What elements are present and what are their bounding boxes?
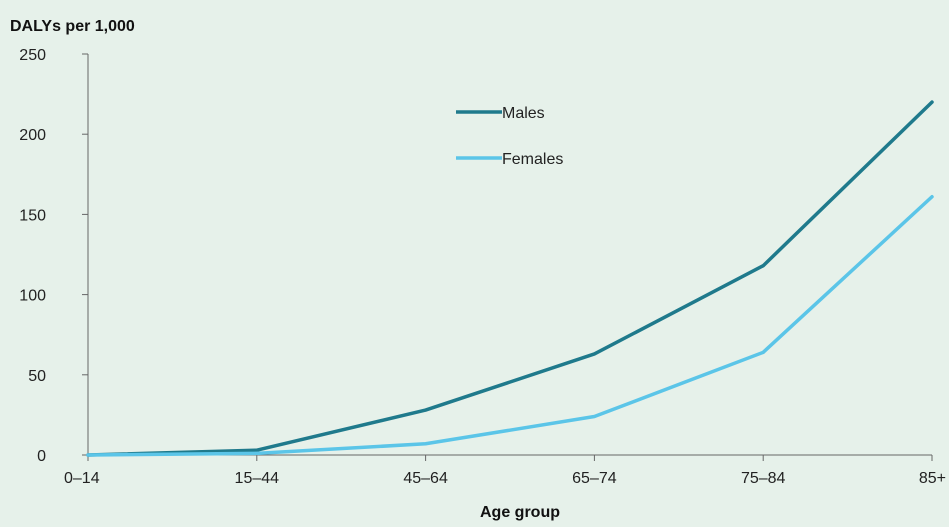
- series-line-males: [86, 100, 934, 457]
- x-axis-title: Age group: [480, 504, 560, 521]
- data-point-females: [592, 415, 596, 419]
- x-tick-label: 0–14: [64, 470, 100, 487]
- y-tick-label: 150: [19, 207, 46, 224]
- data-point-males: [255, 448, 259, 452]
- series-layer: [86, 100, 934, 457]
- y-tick-label: 200: [19, 127, 46, 144]
- y-ticks: 0 50 100 150 200 250: [19, 47, 88, 465]
- data-point-females: [86, 453, 90, 457]
- series-line-females: [86, 195, 934, 457]
- x-tick-label: 85+: [919, 470, 946, 487]
- data-point-females: [255, 451, 259, 455]
- x-tick-label: 75–84: [741, 470, 786, 487]
- y-tick-label: 100: [19, 288, 46, 305]
- data-point-males: [930, 100, 934, 104]
- y-tick-label: 250: [19, 47, 46, 64]
- legend: Males Females: [456, 105, 563, 168]
- data-point-males: [424, 408, 428, 412]
- x-ticks: 0–14 15–44 45–64 65–74 75–84 85+: [64, 455, 946, 487]
- data-point-females: [761, 350, 765, 354]
- data-point-females: [424, 442, 428, 446]
- legend-label-females: Females: [502, 151, 563, 168]
- y-tick-label: 0: [37, 448, 46, 465]
- x-tick-label: 65–74: [572, 470, 617, 487]
- data-point-males: [592, 352, 596, 356]
- legend-label-males: Males: [502, 105, 545, 122]
- data-point-males: [761, 264, 765, 268]
- data-point-females: [930, 195, 934, 199]
- y-tick-label: 50: [28, 368, 46, 385]
- x-tick-label: 45–64: [403, 470, 448, 487]
- y-axis-title: DALYs per 1,000: [10, 18, 135, 35]
- x-tick-label: 15–44: [235, 470, 280, 487]
